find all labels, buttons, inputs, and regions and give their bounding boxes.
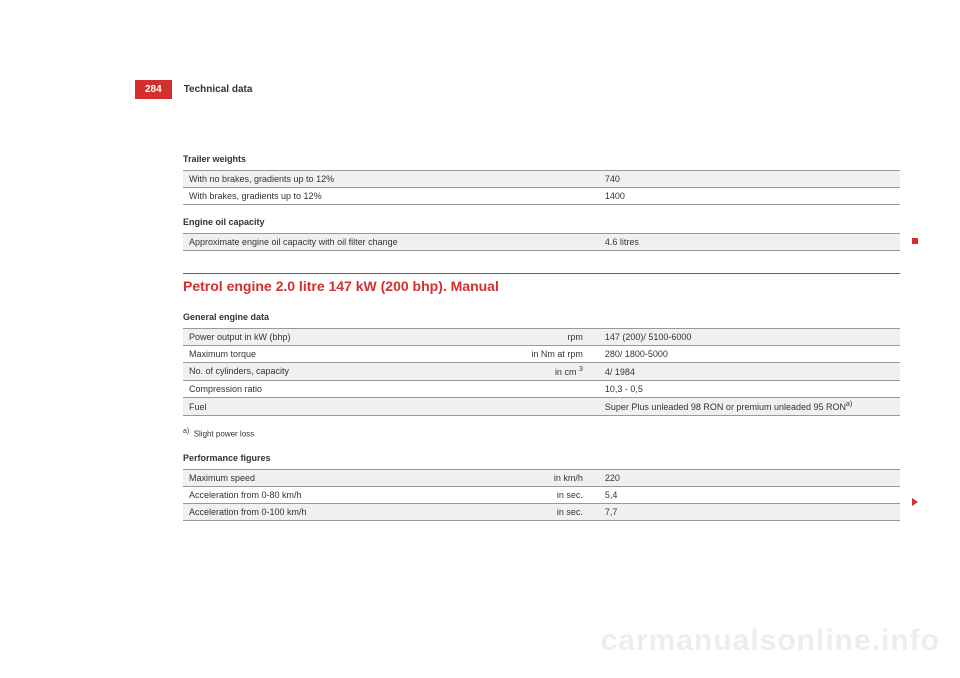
table-row: With no brakes, gradients up to 12% 740	[183, 171, 900, 188]
header-row: 284 Technical data	[135, 80, 900, 99]
cell-label: With brakes, gradients up to 12%	[183, 188, 599, 205]
table-row: Fuel Super Plus unleaded 98 RON or premi…	[183, 398, 900, 416]
row-label: Maximum torque	[189, 349, 256, 359]
page-number: 284	[135, 80, 172, 99]
engine-oil-table: Approximate engine oil capacity with oil…	[183, 233, 900, 251]
section-end-marker	[912, 238, 918, 244]
content-area: Trailer weights With no brakes, gradient…	[135, 154, 900, 521]
cell-label: Maximum torque in Nm at rpm	[183, 346, 599, 363]
footnote: a) Slight power loss	[183, 428, 900, 439]
cell-value: Super Plus unleaded 98 RON or premium un…	[599, 398, 900, 416]
cell-label: No. of cylinders, capacity in cm 3	[183, 363, 599, 381]
trailer-weights-table: With no brakes, gradients up to 12% 740 …	[183, 170, 900, 205]
row-label: No. of cylinders, capacity	[189, 366, 289, 376]
cell-value: 147 (200)/ 5100-6000	[599, 329, 900, 346]
cell-value: 5,4	[599, 486, 900, 503]
general-engine-table: Power output in kW (bhp) rpm 147 (200)/ …	[183, 328, 900, 416]
section-header: Technical data	[184, 84, 253, 95]
table-row: Compression ratio 10,3 - 0,5	[183, 381, 900, 398]
row-label: Maximum speed	[189, 473, 255, 483]
row-label: Power output in kW (bhp)	[189, 332, 291, 342]
cell-label: Fuel	[183, 398, 599, 416]
page-container: 284 Technical data Trailer weights With …	[0, 0, 960, 521]
row-unit: in Nm at rpm	[531, 349, 593, 359]
table-row: Approximate engine oil capacity with oil…	[183, 234, 900, 251]
cell-label: Acceleration from 0-80 km/h in sec.	[183, 486, 599, 503]
row-unit: in sec.	[557, 490, 593, 500]
cell-label: With no brakes, gradients up to 12%	[183, 171, 599, 188]
performance-table: Maximum speed in km/h 220 Acceleration f…	[183, 469, 900, 521]
row-unit: rpm	[567, 332, 593, 342]
row-label: Fuel	[189, 402, 207, 412]
table-row: With brakes, gradients up to 12% 1400	[183, 188, 900, 205]
cell-value: 7,7	[599, 503, 900, 520]
table-row: Acceleration from 0-100 km/h in sec. 7,7	[183, 503, 900, 520]
cell-value: 220	[599, 469, 900, 486]
row-label: Acceleration from 0-100 km/h	[189, 507, 307, 517]
row-unit: in km/h	[554, 473, 593, 483]
table-row: No. of cylinders, capacity in cm 3 4/ 19…	[183, 363, 900, 381]
general-engine-title: General engine data	[183, 312, 900, 322]
cell-value: 10,3 - 0,5	[599, 381, 900, 398]
table-row: Maximum speed in km/h 220	[183, 469, 900, 486]
row-label: Acceleration from 0-80 km/h	[189, 490, 302, 500]
footnote-text: Slight power loss	[194, 430, 254, 439]
cell-label: Maximum speed in km/h	[183, 469, 599, 486]
cell-value: 4.6 litres	[599, 234, 900, 251]
cell-value: 4/ 1984	[599, 363, 900, 381]
row-unit: in sec.	[557, 507, 593, 517]
footnote-marker: a)	[183, 428, 189, 435]
row-label: Compression ratio	[189, 384, 262, 394]
cell-label: Acceleration from 0-100 km/h in sec.	[183, 503, 599, 520]
table-row: Maximum torque in Nm at rpm 280/ 1800-50…	[183, 346, 900, 363]
row-unit: in cm 3	[555, 366, 593, 377]
continuation-marker	[912, 498, 918, 506]
cell-label: Power output in kW (bhp) rpm	[183, 329, 599, 346]
cell-value: 1400	[599, 188, 900, 205]
watermark: carmanualsonline.info	[601, 624, 940, 658]
cell-value: 740	[599, 171, 900, 188]
table-row: Power output in kW (bhp) rpm 147 (200)/ …	[183, 329, 900, 346]
cell-label: Approximate engine oil capacity with oil…	[183, 234, 599, 251]
table-row: Acceleration from 0-80 km/h in sec. 5,4	[183, 486, 900, 503]
main-section-title: Petrol engine 2.0 litre 147 kW (200 bhp)…	[183, 273, 900, 294]
engine-oil-title: Engine oil capacity	[183, 217, 900, 227]
cell-label: Compression ratio	[183, 381, 599, 398]
cell-value: 280/ 1800-5000	[599, 346, 900, 363]
trailer-weights-title: Trailer weights	[183, 154, 900, 164]
performance-title: Performance figures	[183, 453, 900, 463]
